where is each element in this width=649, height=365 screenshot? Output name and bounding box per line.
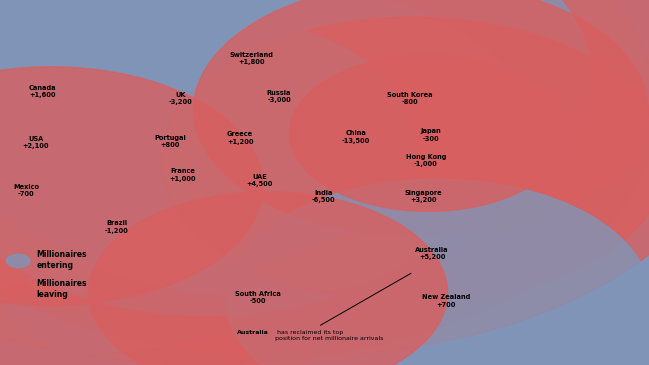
Text: has reclaimed its top
position for net millionaire arrivals: has reclaimed its top position for net m… <box>275 330 383 341</box>
Polygon shape <box>44 214 122 324</box>
Text: Russia
-3,000: Russia -3,000 <box>267 90 291 103</box>
Text: South Korea
-800: South Korea -800 <box>387 92 433 105</box>
Text: UAE
+4,500: UAE +4,500 <box>247 174 273 187</box>
Circle shape <box>6 284 30 297</box>
Text: UK
-3,200: UK -3,200 <box>169 92 192 105</box>
Text: Australia
+5,200: Australia +5,200 <box>415 247 449 260</box>
Circle shape <box>193 0 648 237</box>
Text: Millionaires
entering: Millionaires entering <box>36 250 87 270</box>
Polygon shape <box>378 178 397 189</box>
Polygon shape <box>154 134 213 283</box>
Circle shape <box>89 192 447 365</box>
Circle shape <box>6 254 30 268</box>
Text: South Africa
-500: South Africa -500 <box>236 291 281 304</box>
Text: Japan
-300: Japan -300 <box>421 128 441 142</box>
Polygon shape <box>151 7 217 223</box>
Circle shape <box>0 0 536 296</box>
Polygon shape <box>154 21 172 30</box>
Circle shape <box>0 0 426 354</box>
Text: Singapore
+3,200: Singapore +3,200 <box>404 190 442 203</box>
Circle shape <box>289 55 567 211</box>
Polygon shape <box>395 233 449 270</box>
Text: France
+1,000: France +1,000 <box>170 169 196 182</box>
Text: Brazil
-1,200: Brazil -1,200 <box>105 220 129 234</box>
Text: Portugal
+800: Portugal +800 <box>154 135 186 148</box>
Circle shape <box>226 179 649 365</box>
Circle shape <box>0 0 592 272</box>
Polygon shape <box>90 0 141 20</box>
Polygon shape <box>174 2 495 197</box>
Circle shape <box>0 13 415 268</box>
Circle shape <box>0 30 460 315</box>
Polygon shape <box>471 284 479 290</box>
Circle shape <box>0 0 649 357</box>
Text: Greece
+1,200: Greece +1,200 <box>227 131 253 145</box>
Polygon shape <box>302 165 339 192</box>
Polygon shape <box>0 4 140 253</box>
Text: Mexico
-700: Mexico -700 <box>13 184 39 197</box>
Text: Millionaires
leaving: Millionaires leaving <box>36 279 87 299</box>
Text: Canada
+1,600: Canada +1,600 <box>29 85 56 98</box>
Circle shape <box>0 87 404 365</box>
Text: Hong Kong
-1,000: Hong Kong -1,000 <box>406 154 446 167</box>
Polygon shape <box>435 109 450 124</box>
Text: New Zealand
+700: New Zealand +700 <box>422 295 470 308</box>
Circle shape <box>0 0 379 292</box>
Text: Australia: Australia <box>237 330 269 335</box>
Circle shape <box>160 17 649 303</box>
Polygon shape <box>421 117 435 130</box>
Circle shape <box>0 67 263 306</box>
Text: India
-6,500: India -6,500 <box>312 190 335 203</box>
Text: China
-13,500: China -13,500 <box>341 130 370 143</box>
Text: Switzerland
+1,800: Switzerland +1,800 <box>230 52 274 65</box>
Text: USA
+2,100: USA +2,100 <box>23 136 49 149</box>
Polygon shape <box>45 209 70 233</box>
Polygon shape <box>467 268 482 282</box>
